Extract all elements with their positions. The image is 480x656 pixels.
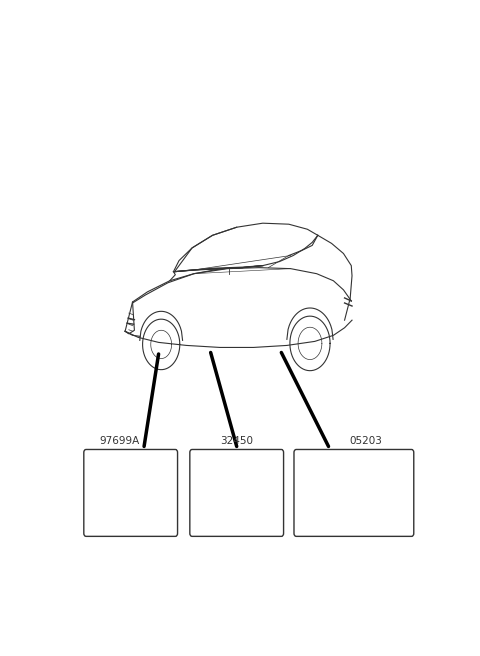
Text: 32450: 32450 — [220, 436, 253, 447]
Text: 97699A: 97699A — [100, 436, 140, 447]
FancyBboxPatch shape — [190, 449, 284, 537]
FancyBboxPatch shape — [84, 449, 178, 537]
FancyBboxPatch shape — [294, 449, 414, 537]
Text: 05203: 05203 — [349, 436, 382, 447]
